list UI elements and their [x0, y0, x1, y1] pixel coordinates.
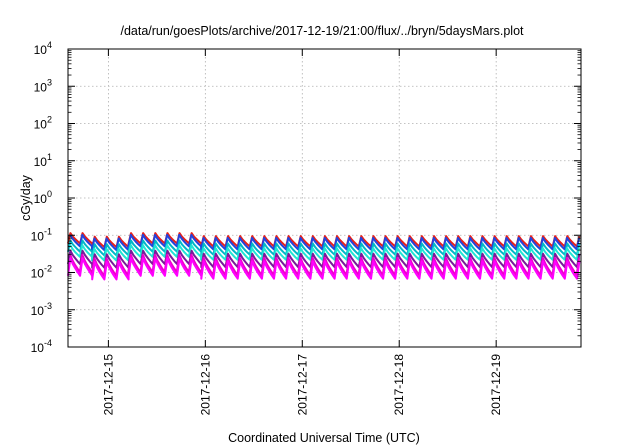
- y-tick-label: 104: [34, 40, 52, 57]
- series-line: [67, 257, 581, 281]
- x-tick-labels: 2017-12-15 2017-12-16 2017-12-17 2017-12-18…: [101, 354, 503, 416]
- y-tick-label: 100: [34, 189, 52, 206]
- x-axis-label: Coordinated Universal Time (UTC): [228, 431, 420, 445]
- x-tick-label: 2017-12-18: [392, 354, 406, 416]
- y-tick-label: 10-1: [31, 226, 52, 243]
- series-line: [69, 244, 581, 262]
- y-tick-label: 10-3: [31, 301, 52, 318]
- x-tick-label: 2017-12-19: [489, 354, 503, 416]
- grid-lines: [68, 49, 581, 347]
- y-tick-label: 102: [34, 115, 52, 132]
- y-tick-label: 10-4: [31, 338, 52, 355]
- series-line: [69, 233, 581, 251]
- axis-ticks: [68, 48, 581, 348]
- x-tick-label: 2017-12-16: [198, 354, 212, 416]
- y-tick-label: 101: [34, 152, 52, 169]
- x-tick-label: 2017-12-17: [295, 354, 309, 416]
- y-tick-label: 103: [34, 77, 52, 94]
- y-tick-label: 10-2: [31, 264, 52, 281]
- y-axis-label: cGy/day: [19, 174, 33, 221]
- chart-title: /data/run/goesPlots/archive/2017-12-19/2…: [120, 24, 524, 38]
- series-lines: [67, 232, 581, 281]
- x-tick-label: 2017-12-15: [101, 354, 115, 416]
- y-tick-labels: 10-4 10-3 10-2 10-1 100 101 102 103 104: [31, 40, 52, 355]
